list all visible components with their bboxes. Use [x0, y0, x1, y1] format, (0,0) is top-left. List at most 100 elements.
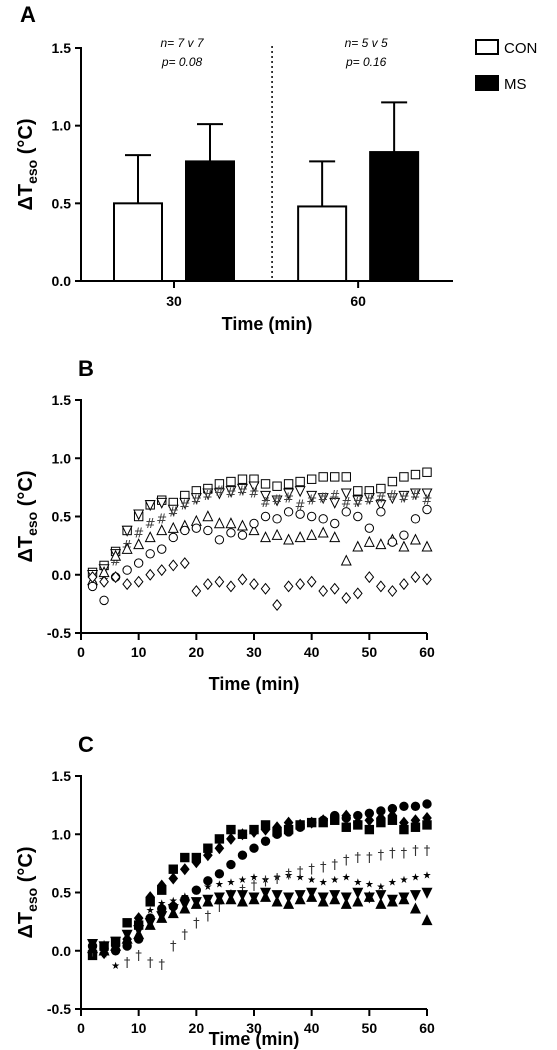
data-point-triangle-down-open: [283, 488, 295, 500]
data-point-diamond-open: [329, 582, 340, 595]
data-point-hash: #: [260, 496, 271, 511]
x-tick-label-b: 20: [189, 644, 205, 660]
data-point-dagger: †: [182, 928, 189, 943]
data-point-square-open: [226, 476, 236, 487]
data-point-triangle-up-filled: [202, 895, 214, 907]
x-tick-label-c: 50: [362, 1020, 378, 1036]
data-point-star: ★: [319, 877, 328, 888]
data-point-star: ★: [180, 891, 189, 902]
data-point-triangle-up-filled: [329, 893, 341, 905]
data-point-diamond-filled: [214, 842, 225, 855]
data-point-star: ★: [273, 873, 282, 884]
x-tick-label-c: 0: [77, 1020, 85, 1036]
data-point-circle-open: [318, 514, 328, 524]
y-tick-label-b: 0.0: [52, 567, 72, 583]
data-point-square-open: [272, 481, 282, 491]
data-point-square-open: [422, 467, 432, 477]
data-point-circle-open: [157, 544, 167, 554]
data-point-circle-open: [214, 535, 225, 545]
data-point-star: ★: [215, 880, 224, 891]
bar-ms-60: [369, 151, 420, 282]
data-point-square-filled: [168, 864, 178, 874]
data-point-square-filled: [341, 822, 351, 832]
data-point-triangle-up-filled: [144, 918, 156, 930]
data-point-circle-filled: [191, 885, 202, 895]
data-point-square-filled: [122, 918, 132, 928]
data-point-dagger: †: [285, 867, 292, 882]
y-tick-label-c: 0.0: [52, 943, 72, 959]
data-point-diamond-filled: [191, 856, 202, 869]
y-tick-label-a: 1.0: [52, 118, 72, 134]
data-point-diamond-filled: [329, 811, 340, 824]
data-point-diamond-open: [341, 592, 352, 605]
data-point-circle-open: [410, 514, 421, 524]
data-point-diamond-filled: [179, 863, 190, 876]
data-point-circle-open: [295, 509, 305, 519]
data-point-triangle-up-filled: [167, 907, 179, 919]
data-point-diamond-open: [295, 578, 305, 591]
x-tick-label-b: 0: [77, 644, 85, 660]
data-point-circle-open: [272, 514, 282, 524]
data-point-triangle-up-filled: [271, 895, 283, 907]
data-point-dagger: †: [262, 874, 269, 889]
data-point-hash: #: [110, 554, 121, 569]
data-point-triangle-up-filled: [133, 928, 145, 940]
data-point-star: ★: [342, 873, 351, 884]
y-tick-label-b: 0.5: [52, 509, 72, 525]
data-point-triangle-up-open: [110, 549, 122, 561]
data-point-star: ★: [146, 905, 155, 916]
data-point-triangle-up-open: [271, 528, 283, 540]
data-point-diamond-open: [376, 580, 386, 593]
data-point-triangle-up-filled: [110, 939, 122, 951]
x-tick-label-b: 30: [246, 644, 262, 660]
data-point-square-open: [353, 486, 363, 496]
data-point-diamond-filled: [145, 891, 156, 904]
x-axis-label-c: Time (min): [209, 1029, 300, 1049]
data-point-diamond-open: [249, 578, 259, 591]
data-point-square-open: [295, 476, 305, 487]
data-point-circle-open: [237, 530, 248, 540]
data-point-circle-open: [422, 504, 432, 515]
data-point-dagger: †: [389, 846, 396, 861]
data-point-circle-open: [306, 511, 317, 522]
data-point-diamond-open: [122, 578, 132, 591]
data-point-triangle-down-open: [202, 488, 214, 500]
data-point-triangle-up-open: [248, 524, 260, 536]
data-point-star: ★: [250, 873, 259, 884]
data-point-hash: #: [329, 489, 340, 504]
data-point-triangle-down-open: [398, 490, 410, 502]
data-point-triangle-up-open: [283, 533, 295, 545]
data-point-diamond-open: [237, 573, 248, 586]
data-point-triangle-down-open: [236, 483, 248, 495]
data-point-triangle-up-open: [375, 538, 387, 550]
panel-letter-c: C: [78, 732, 94, 757]
data-point-triangle-down-filled: [283, 892, 295, 904]
data-point-diamond-open: [272, 599, 282, 612]
data-point-diamond-filled: [156, 879, 167, 892]
data-point-circle-open: [249, 518, 259, 529]
y-tick-label-b: -0.5: [47, 625, 71, 641]
data-point-square-open: [376, 483, 386, 494]
data-point-triangle-down-open: [213, 488, 225, 500]
panel-letter-b: B: [78, 356, 94, 381]
data-point-circle-open: [203, 525, 213, 536]
data-point-square-filled: [180, 852, 190, 863]
data-point-dagger: †: [158, 958, 165, 973]
data-point-triangle-up-filled: [421, 914, 433, 926]
data-point-circle-open: [122, 565, 132, 575]
data-point-triangle-down-open: [306, 490, 318, 502]
annotation-30: p= 0.08: [161, 55, 203, 69]
data-point-triangle-up-open: [213, 517, 225, 529]
data-point-diamond-filled: [168, 872, 179, 885]
data-point-dagger: †: [170, 940, 177, 955]
data-point-triangle-up-open: [156, 524, 168, 536]
data-point-diamond-filled: [376, 811, 386, 824]
x-tick-label-b: 50: [362, 644, 378, 660]
data-point-square-filled: [364, 824, 375, 835]
data-point-circle-open: [145, 549, 155, 559]
data-point-triangle-down-open: [121, 525, 133, 537]
data-point-triangle-down-open: [329, 497, 341, 509]
data-point-diamond-filled: [283, 816, 294, 829]
data-point-diamond-open: [99, 575, 109, 588]
data-point-diamond-filled: [387, 809, 398, 822]
